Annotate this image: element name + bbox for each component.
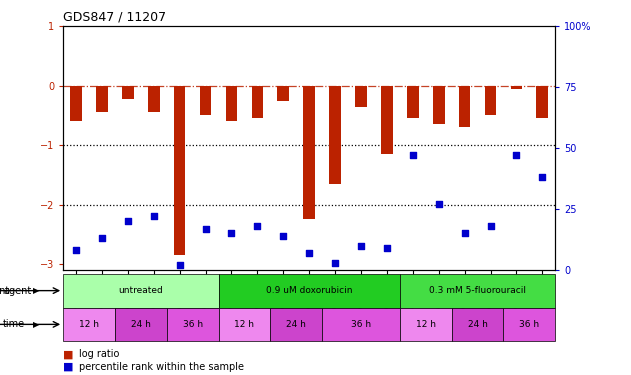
Point — [252, 223, 262, 229]
Bar — [407, 86, 418, 118]
Text: agent: agent — [0, 286, 9, 296]
Point — [459, 230, 469, 236]
Point — [304, 250, 314, 256]
Bar — [304, 86, 315, 219]
Point — [511, 152, 521, 158]
Bar — [200, 86, 211, 116]
Bar — [218, 308, 270, 341]
Bar — [122, 86, 134, 99]
Text: ■: ■ — [63, 362, 74, 372]
Text: agent: agent — [3, 286, 32, 296]
Text: 0.3 mM 5-fluorouracil: 0.3 mM 5-fluorouracil — [429, 286, 526, 295]
Bar — [96, 86, 108, 112]
Bar — [459, 86, 471, 128]
Text: 24 h: 24 h — [286, 320, 306, 329]
Point — [356, 243, 366, 249]
Bar — [63, 274, 218, 308]
Bar — [452, 308, 504, 341]
Bar — [355, 86, 367, 106]
Point — [330, 260, 340, 266]
Text: ▶: ▶ — [33, 286, 40, 295]
Bar — [167, 308, 218, 341]
Point — [201, 225, 211, 231]
Bar — [252, 86, 263, 118]
Bar — [381, 86, 392, 154]
Bar — [329, 86, 341, 184]
Text: 12 h: 12 h — [79, 320, 99, 329]
Bar — [400, 308, 452, 341]
Point — [408, 152, 418, 158]
Text: 24 h: 24 h — [131, 320, 151, 329]
Text: 12 h: 12 h — [235, 320, 254, 329]
Bar — [226, 86, 237, 122]
Text: time: time — [3, 320, 25, 329]
Point — [537, 174, 547, 180]
Bar — [148, 86, 160, 112]
Text: ■: ■ — [63, 350, 74, 359]
Bar — [174, 86, 186, 255]
Point — [71, 248, 81, 254]
Text: 12 h: 12 h — [416, 320, 436, 329]
Text: 36 h: 36 h — [351, 320, 371, 329]
Text: 36 h: 36 h — [182, 320, 203, 329]
Text: 0.9 uM doxorubicin: 0.9 uM doxorubicin — [266, 286, 353, 295]
Text: 36 h: 36 h — [519, 320, 540, 329]
Text: percentile rank within the sample: percentile rank within the sample — [79, 362, 244, 372]
Bar — [485, 86, 497, 116]
Text: log ratio: log ratio — [79, 350, 119, 359]
Bar — [510, 86, 522, 88]
Bar — [115, 308, 167, 341]
Point — [433, 201, 444, 207]
Point — [382, 245, 392, 251]
Point — [227, 230, 237, 236]
Point — [123, 218, 133, 224]
Point — [175, 262, 185, 268]
Text: ▶: ▶ — [33, 320, 40, 329]
Point — [97, 236, 107, 242]
Bar — [270, 308, 322, 341]
Text: untreated: untreated — [119, 286, 163, 295]
Text: 24 h: 24 h — [468, 320, 488, 329]
Bar — [322, 308, 400, 341]
Bar — [536, 86, 548, 118]
Point — [278, 233, 288, 239]
Point — [485, 223, 495, 229]
Bar — [400, 274, 555, 308]
Bar — [63, 308, 115, 341]
Bar — [278, 86, 289, 100]
Bar — [70, 86, 82, 122]
Text: GDS847 / 11207: GDS847 / 11207 — [63, 11, 166, 24]
Point — [149, 213, 159, 219]
Bar — [433, 86, 444, 124]
Bar — [218, 274, 400, 308]
Bar — [504, 308, 555, 341]
